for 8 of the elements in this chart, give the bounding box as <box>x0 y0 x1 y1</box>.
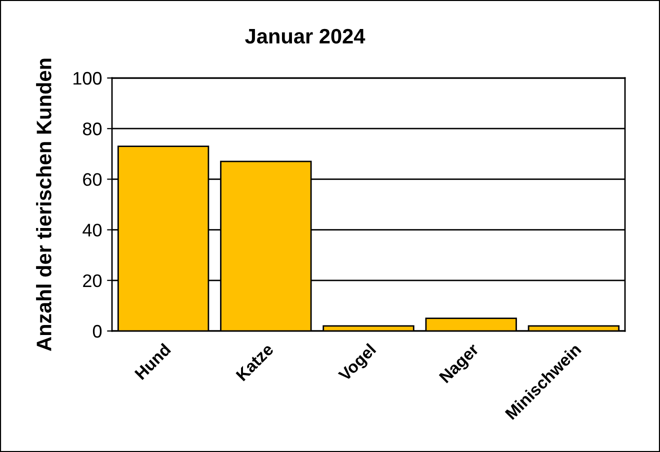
chart-title: Januar 2024 <box>245 28 366 44</box>
y-tick-label: 20 <box>83 274 102 288</box>
y-tick-label: 100 <box>74 72 102 85</box>
y-tick-label: 40 <box>82 224 102 237</box>
y-tick-label: 0 <box>92 324 102 338</box>
y-tick-label: 80 <box>82 122 102 136</box>
y-tick-label: 60 <box>83 173 102 186</box>
y-axis-title: Anzahl der tierischen Kunden <box>36 58 52 351</box>
